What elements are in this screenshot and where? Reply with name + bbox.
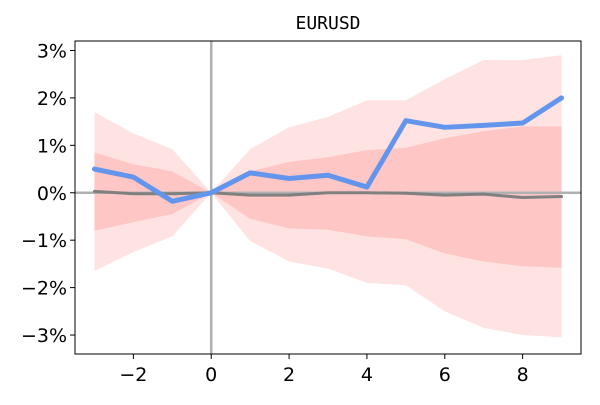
band-inner <box>94 126 562 268</box>
plot-frame <box>74 40 582 355</box>
chart-title: EURUSD <box>295 13 360 34</box>
line-median <box>92 189 564 199</box>
x-tick-label: −2 <box>119 364 147 386</box>
x-tick-label: 4 <box>361 364 373 386</box>
x-tick-label: 2 <box>283 364 295 386</box>
x-tick-label: 6 <box>439 364 451 386</box>
x-tick-label: 0 <box>205 364 217 386</box>
y-tick-label: −1% <box>21 230 67 252</box>
y-tick-label: −2% <box>21 278 67 300</box>
x-tick-label: 8 <box>517 364 529 386</box>
y-tick-label: 0% <box>37 183 67 205</box>
y-tick-label: −3% <box>21 325 67 347</box>
y-tick-label: 2% <box>37 88 67 110</box>
y-tick-label: 1% <box>37 135 67 157</box>
line-actual <box>91 95 565 204</box>
y-tick-label: 3% <box>37 40 67 62</box>
